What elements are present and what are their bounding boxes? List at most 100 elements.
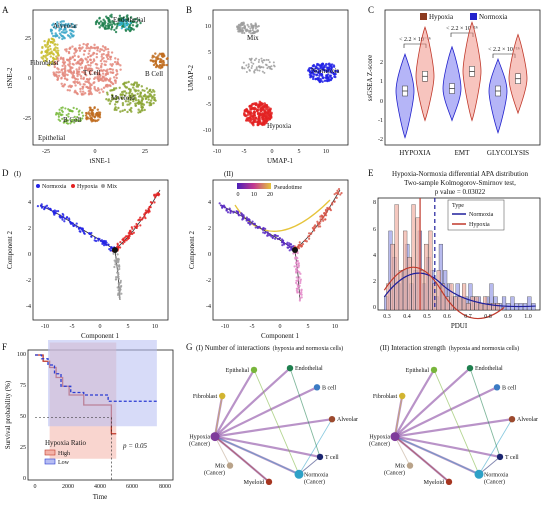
cluster-point-b-cell <box>90 116 93 120</box>
cluster-point-myeloid <box>146 91 150 94</box>
cluster-point-myeloid <box>141 105 144 109</box>
network-node-normoxia-cancer <box>474 469 484 479</box>
cluster-point-endothelial <box>131 24 135 27</box>
umap-point-mix <box>263 71 266 74</box>
cluster-point-t-cell <box>112 76 116 79</box>
cluster-point-b-cell <box>160 54 164 58</box>
branch-normoxia-point <box>285 242 288 246</box>
umap-point-mix <box>241 22 244 25</box>
umap-point-mix <box>250 57 253 60</box>
umap-point-mix <box>262 66 265 69</box>
cluster-point-myeloid <box>130 106 133 110</box>
cluster-point-alveolar <box>72 25 75 29</box>
branch-mix-point <box>299 293 302 296</box>
cluster-point-myeloid <box>116 100 119 104</box>
cluster-point-t-cell <box>87 52 90 55</box>
f-legend-swatch-high <box>44 449 56 456</box>
cluster-point-t-cell <box>78 47 82 50</box>
umap-point-normoxia <box>317 67 320 71</box>
e-xtick-6: 0.9 <box>504 314 512 320</box>
branch-mix-point <box>116 253 119 256</box>
branch-normoxia-point <box>236 211 240 214</box>
umap-point-mix <box>263 59 266 62</box>
branch-normoxia-point <box>228 207 231 210</box>
d1-xtick-0: -10 <box>41 324 49 330</box>
branch-normoxia-point <box>241 217 245 220</box>
branch-hypoxia-point <box>301 242 305 246</box>
cluster-point-t-cell <box>75 72 79 75</box>
branch-normoxia-point <box>88 232 91 235</box>
cluster-point-fibroblast <box>49 55 53 58</box>
umap-point-hypoxia <box>267 106 270 109</box>
cluster-point-endothelial <box>111 20 114 23</box>
umap-point-hypoxia <box>258 114 261 118</box>
cluster-point-t-cell <box>93 47 97 50</box>
panel-f: F Hypoxia Ratio High Low p = 0.05 0 2000… <box>2 340 174 501</box>
branch-mix-point <box>112 252 115 255</box>
branch-hypoxia-point <box>319 225 322 228</box>
cluster-point-endothelial <box>107 26 111 30</box>
cluster-point-t-cell <box>102 86 106 90</box>
branch-normoxia-point <box>65 216 68 219</box>
panel-letter-c: C <box>368 5 374 15</box>
cluster-point-t-cell <box>81 59 84 63</box>
branch-hypoxia-point <box>310 232 313 235</box>
cluster-point-myeloid <box>153 90 156 93</box>
cluster-point-myeloid <box>121 101 125 105</box>
cluster-point-t-cell <box>89 72 92 75</box>
d2-trajectory <box>218 187 343 302</box>
cluster-point-t-cell <box>88 70 92 73</box>
cluster-point-t-cell <box>54 74 57 77</box>
cluster-point-t-cell <box>119 68 122 71</box>
cluster-point-myeloid <box>126 103 129 106</box>
cluster-point-t-cell <box>111 63 114 66</box>
d1-ytick-2: 0 <box>28 252 31 258</box>
branch-mix-point <box>293 265 296 268</box>
cluster-point-fibroblast <box>45 51 49 55</box>
e-ytick-4: 0 <box>373 305 376 311</box>
cluster-point-t-cell <box>74 84 77 87</box>
umap-point-hypoxia <box>244 119 248 122</box>
cluster-point-t-cell <box>101 90 105 93</box>
branch-mix-point <box>295 270 298 273</box>
cluster-point-t-cell <box>87 46 90 50</box>
network-node-mix-cancer <box>406 462 414 469</box>
cluster-point-epithelial <box>73 121 76 124</box>
branch-normoxia-point <box>98 237 101 241</box>
branch-hypoxia-point <box>336 189 339 192</box>
cluster-point-alveolar <box>61 37 64 41</box>
umap-point-hypoxia <box>262 108 265 112</box>
cluster-point-endothelial <box>117 18 121 22</box>
branch-hypoxia-point <box>317 225 320 228</box>
branch-hypoxia-point <box>129 229 132 232</box>
cluster-point-t-cell <box>73 47 76 51</box>
cluster-point-b-cell <box>160 65 163 69</box>
d2-legend-tick-0: 0 <box>237 192 240 198</box>
branch-hypoxia-point <box>325 210 329 213</box>
bar-hypoxia <box>466 303 471 311</box>
cluster-point-myeloid <box>144 97 148 101</box>
cluster-point-t-cell <box>98 91 101 94</box>
cluster-point-b-cell <box>154 65 158 69</box>
cluster-point-fibroblast <box>40 56 43 59</box>
cluster-point-myeloid <box>105 91 109 94</box>
branch-hypoxia-point <box>154 196 157 199</box>
branch-hypoxia-point <box>323 213 326 217</box>
cluster-point-t-cell <box>85 77 89 81</box>
cluster-point-myeloid <box>128 108 131 112</box>
cluster-point-t-cell <box>72 71 75 75</box>
d1-ytick-4: -4 <box>26 304 31 310</box>
cluster-point-fibroblast <box>45 57 49 61</box>
cluster-point-myeloid <box>132 97 135 101</box>
branch-normoxia-point <box>62 215 65 219</box>
cluster-point-myeloid <box>152 101 155 105</box>
interaction-edge <box>214 367 291 438</box>
umap-point-normoxia <box>309 71 313 75</box>
branch-mix-point <box>117 273 120 276</box>
branch-normoxia-point <box>223 205 226 208</box>
cluster-point-t-cell <box>72 63 75 66</box>
cluster-point-t-cell <box>88 49 91 53</box>
label-epithelial: Epithelial <box>38 134 65 142</box>
branch-normoxia-point <box>276 234 279 238</box>
cluster-point-t-cell <box>88 77 91 80</box>
